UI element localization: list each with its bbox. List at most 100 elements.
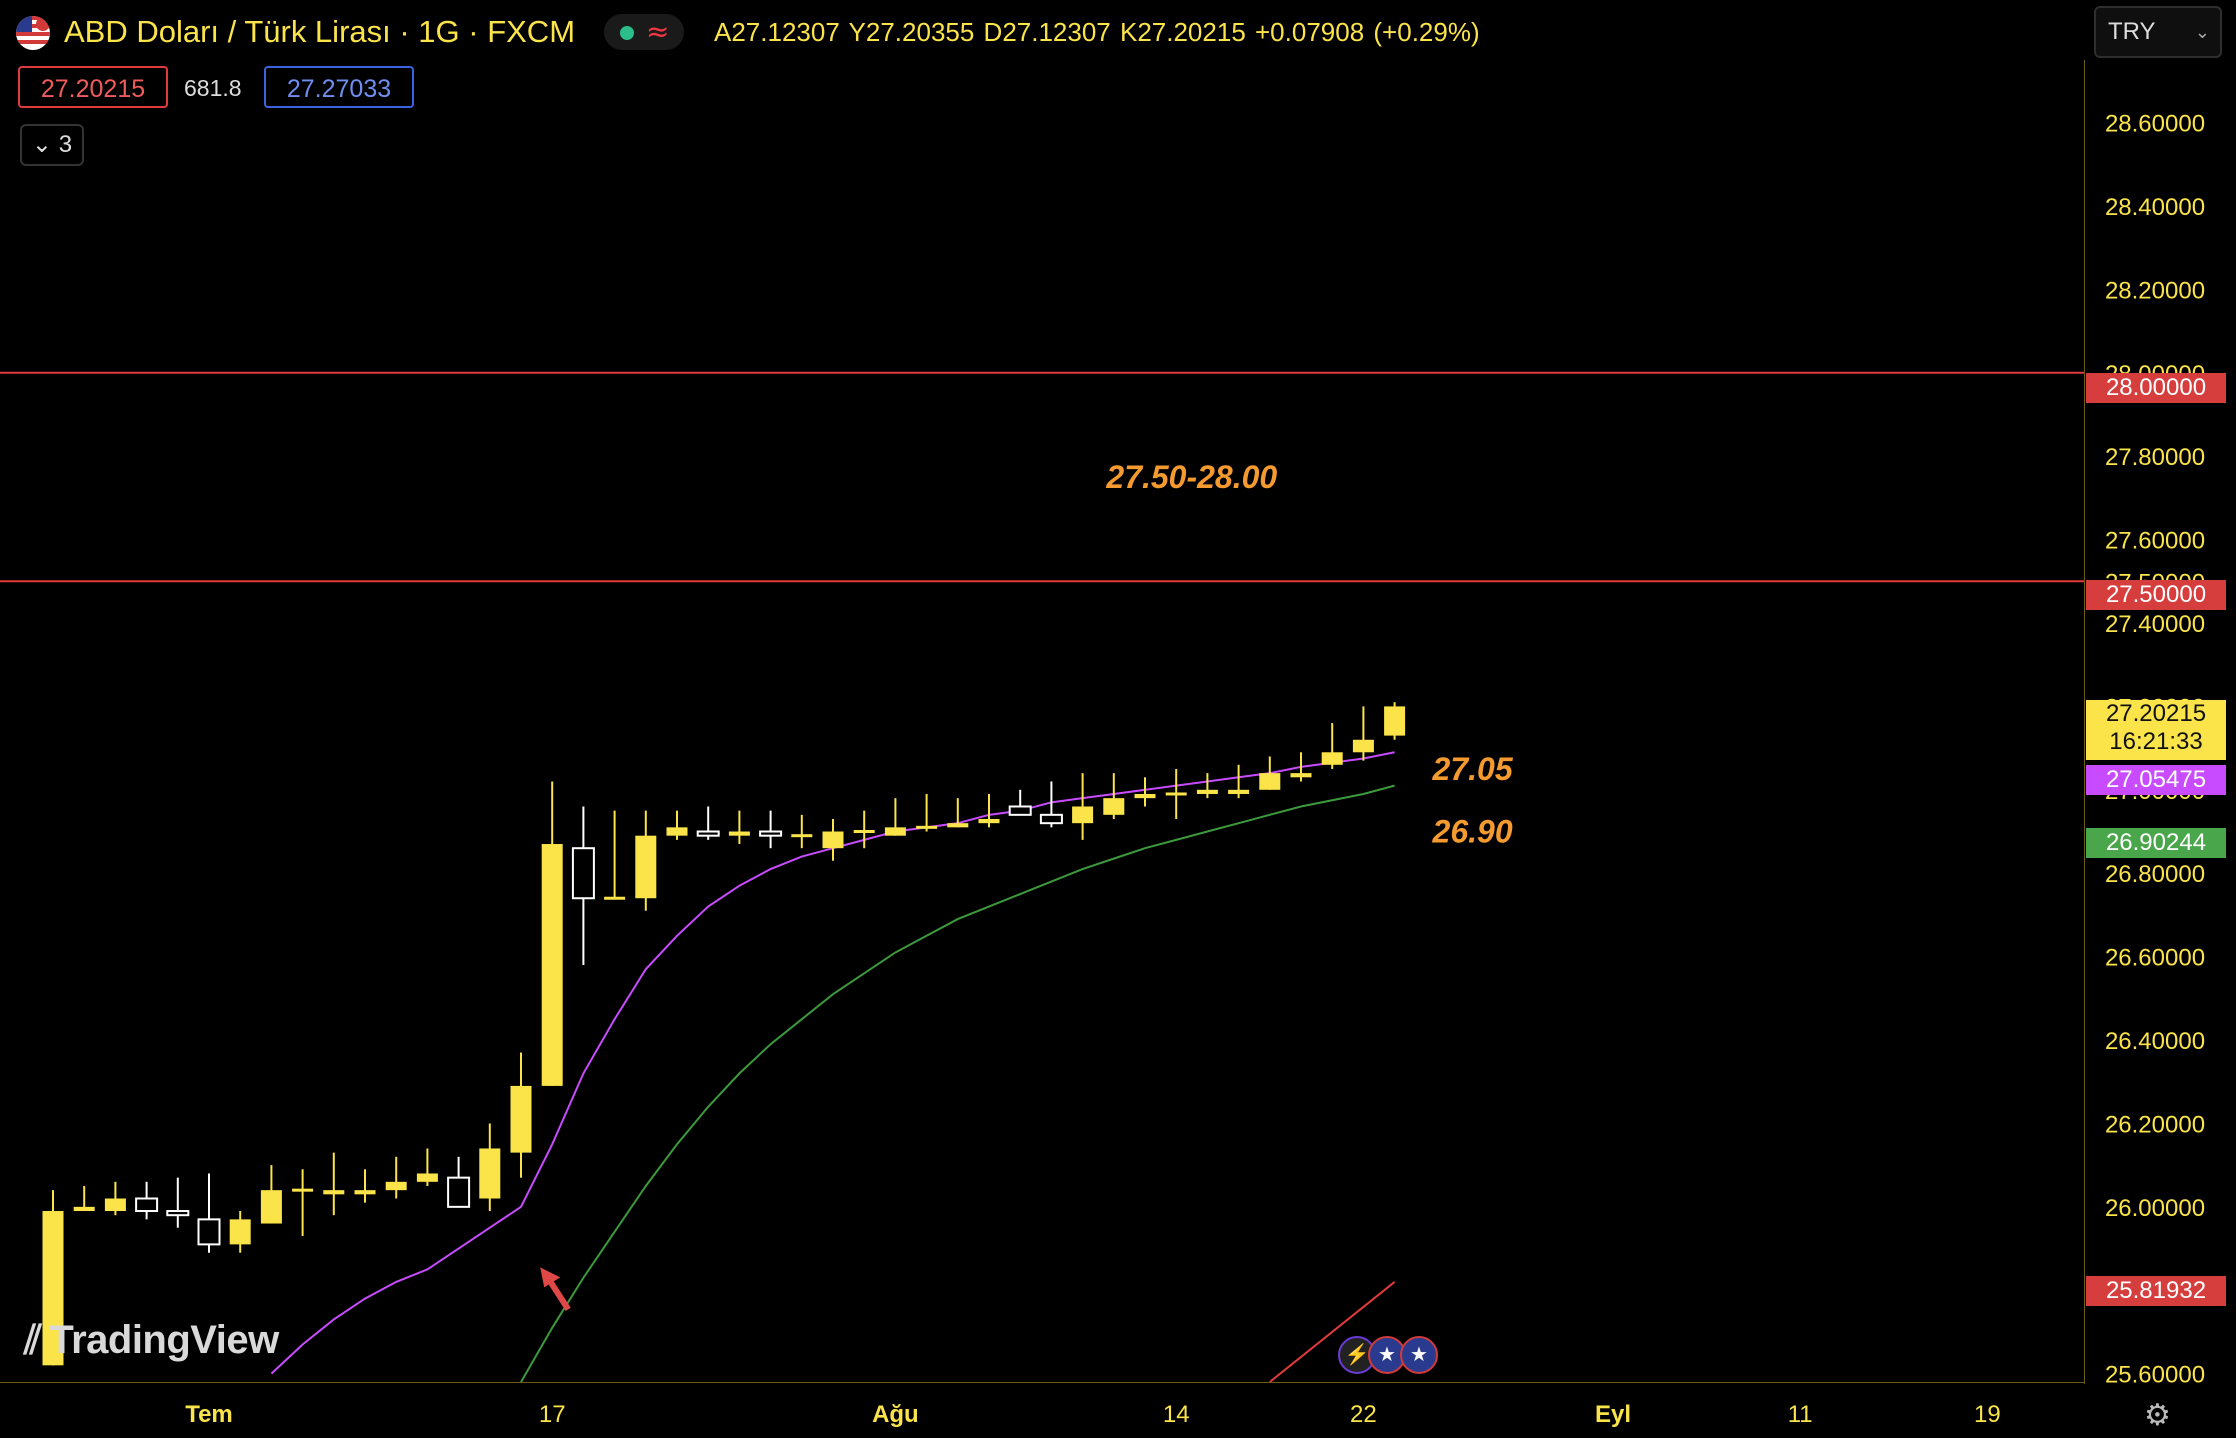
candle-body <box>978 819 1000 824</box>
indicator-count: 3 <box>58 131 73 158</box>
candle-body <box>666 827 688 836</box>
x-axis-tick-label: 14 <box>1163 1401 1190 1428</box>
y-axis-tick-label: 26.60000 <box>2105 945 2205 972</box>
candle-body <box>73 1206 95 1212</box>
ema-fast-tag: 27.05475 <box>2086 765 2226 795</box>
buy-price-button[interactable]: 27.27033 <box>264 66 414 108</box>
us-tr-flag-icon <box>16 16 50 50</box>
candle-body <box>1228 789 1250 794</box>
y-axis-tick-label: 26.20000 <box>2105 1111 2205 1138</box>
candle-body <box>571 847 595 900</box>
candle-body <box>1165 792 1187 796</box>
candle-body <box>853 830 875 834</box>
candle-body <box>104 1198 126 1212</box>
arrow-annotation-icon <box>540 1267 571 1312</box>
y-axis-tick-label: 27.80000 <box>2105 444 2205 471</box>
last-price-tag: 27.20215 16:21:33 <box>2086 700 2226 760</box>
market-status[interactable]: ≈ <box>604 14 684 50</box>
x-axis-tick-label: 11 <box>1788 1401 1813 1428</box>
candle-body <box>947 823 969 828</box>
candle-body <box>541 844 563 1086</box>
resistance-high-tag: 28.00000 <box>2086 373 2226 403</box>
price-annotation: 26.90 <box>1432 814 1513 850</box>
candle-body <box>635 835 657 899</box>
price-annotation: 27.50-28.00 <box>1105 459 1277 495</box>
candle-body <box>1259 773 1281 790</box>
currency-select[interactable]: TRY ⌄ <box>2094 6 2222 58</box>
last-price: 27.20215 <box>2105 700 2207 727</box>
chevron-down-icon: ⌄ <box>31 131 53 158</box>
y-axis-tick-label: 26.40000 <box>2105 1028 2205 1055</box>
candle-body <box>759 830 783 837</box>
candle-body <box>229 1219 251 1245</box>
candle-body <box>1008 805 1032 816</box>
chart-settings-gear-icon[interactable]: ⚙ <box>2144 1398 2171 1433</box>
x-axis-tick-label: 19 <box>1974 1401 2001 1428</box>
arrow-shaft <box>547 1279 571 1312</box>
candle-body <box>323 1190 345 1195</box>
tradingview-watermark: ⫽ TradingView <box>24 1318 279 1362</box>
x-axis-tick-label: 22 <box>1350 1401 1377 1428</box>
y-axis-tick-label: 28.20000 <box>2105 277 2205 304</box>
candle-body <box>1103 798 1125 815</box>
x-axis-tick-label: Tem <box>185 1401 233 1428</box>
us-economic-event-icon[interactable]: ★ <box>1400 1336 1438 1374</box>
candle-body <box>260 1190 282 1224</box>
candle-body <box>1039 813 1063 825</box>
candle-body <box>510 1085 532 1153</box>
candle-body <box>1352 739 1374 753</box>
candle-body <box>1321 752 1343 765</box>
candle-body <box>447 1176 471 1208</box>
y-axis-tick-label: 27.60000 <box>2105 528 2205 555</box>
spread-value: 681.8 <box>184 75 242 101</box>
line-value-tag: 25.81932 <box>2086 1276 2226 1306</box>
candle-body <box>42 1211 64 1366</box>
ema-slow-line <box>520 784 1395 1383</box>
candle-body <box>385 1181 407 1191</box>
candle-body <box>791 834 813 838</box>
price-annotation: 27.05 <box>1432 751 1514 787</box>
y-axis-tick-label: 26.00000 <box>2105 1195 2205 1222</box>
chart-header: ABD Doları / Türk Lirası · 1G · FXCM ≈ A… <box>0 0 2080 64</box>
x-axis-tick-label: 17 <box>539 1401 566 1428</box>
candle-body <box>884 827 906 836</box>
candle-body <box>166 1210 190 1217</box>
candle-body <box>1290 773 1312 778</box>
chart-events[interactable]: ⚡ ★ ★ <box>1338 1336 1448 1376</box>
candle-body <box>135 1197 159 1213</box>
candle-body <box>292 1188 314 1192</box>
candle-body <box>604 896 626 900</box>
candle-body <box>916 825 938 829</box>
market-open-dot-icon <box>620 26 634 40</box>
candle-body <box>1196 789 1218 794</box>
y-axis-tick-label: 25.60000 <box>2105 1362 2205 1389</box>
x-axis-tick-label: Eyl <box>1595 1401 1631 1428</box>
tradingview-logo-icon: ⫽ <box>24 1318 42 1362</box>
trend-line <box>1269 1281 1396 1383</box>
arrow-head <box>540 1267 561 1288</box>
sell-price-button[interactable]: 27.20215 <box>18 66 168 108</box>
candle-body <box>416 1173 438 1182</box>
symbol-title[interactable]: ABD Doları / Türk Lirası · 1G · FXCM <box>64 14 576 49</box>
candle-body <box>479 1148 501 1199</box>
candle-body <box>728 831 750 836</box>
chevron-down-icon: ⌄ <box>2194 22 2210 42</box>
indicators-toggle-button[interactable]: ⌄ 3 <box>20 124 84 166</box>
x-axis-tick-label: Ağu <box>872 1401 919 1428</box>
y-axis-tick-label: 26.80000 <box>2105 861 2205 888</box>
realtime-wave-icon: ≈ <box>646 15 670 48</box>
candle-body <box>696 830 720 837</box>
candle-body <box>354 1190 376 1195</box>
bar-countdown: 16:21:33 <box>2109 728 2203 755</box>
candle-body <box>822 831 844 849</box>
y-axis-tick-label: 27.40000 <box>2105 611 2205 638</box>
candle-body <box>1384 706 1406 736</box>
currency-value: TRY <box>2108 18 2156 45</box>
resistance-low-tag: 27.50000 <box>2086 580 2226 610</box>
y-axis-tick-label: 28.40000 <box>2105 194 2205 221</box>
us-economic-event-icon[interactable]: ★ <box>1368 1336 1406 1374</box>
ohlc-values: A27.12307 Y27.20355 D27.12307 K27.20215 … <box>714 17 1480 47</box>
candle-body <box>1072 806 1094 824</box>
candle-body <box>197 1218 221 1246</box>
